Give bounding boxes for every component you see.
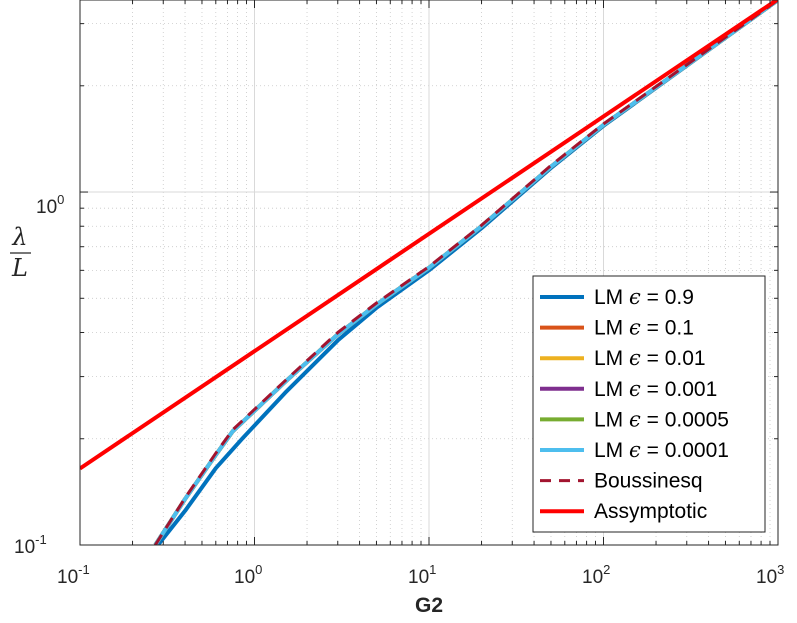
legend-label-7: Assymptotic bbox=[594, 500, 707, 523]
legend-box bbox=[532, 275, 766, 533]
y-axis-label-numerator: λ bbox=[11, 223, 27, 251]
legend-label-3: LM ϵ = 0.001 bbox=[594, 377, 717, 401]
legend-label-4: LM ϵ = 0.0005 bbox=[594, 407, 729, 431]
legend-label-6: Boussinesq bbox=[594, 470, 703, 493]
x-tick-label: 10-1 bbox=[57, 562, 90, 588]
y-tick-label: 100 bbox=[36, 192, 64, 218]
x-tick-label: 102 bbox=[582, 562, 610, 588]
legend-label-5: LM ϵ = 0.0001 bbox=[594, 438, 729, 462]
legend: LM ϵ = 0.9 LM ϵ = 0.1 LM ϵ = 0.01 LM ϵ = 0.… bbox=[532, 275, 766, 533]
x-tick-label: 103 bbox=[756, 562, 784, 588]
x-tick-label: 101 bbox=[408, 562, 436, 588]
ticks-layer bbox=[79, 0, 778, 546]
y-axis-label: λ L bbox=[10, 223, 31, 282]
legend-label-1: LM ϵ = 0.1 bbox=[594, 316, 694, 340]
legend-label-0: LM ϵ = 0.9 bbox=[594, 285, 694, 309]
series-layer bbox=[80, 0, 778, 545]
series-line-6 bbox=[154, 0, 778, 545]
x-axis-label: G2 bbox=[415, 594, 443, 617]
y-axis-label-denominator: L bbox=[11, 254, 28, 282]
series-line-7 bbox=[80, 0, 778, 471]
y-tick-label: 10-1 bbox=[14, 532, 47, 558]
legend-label-2: LM ϵ = 0.01 bbox=[594, 346, 706, 370]
x-tick-label: 100 bbox=[234, 562, 262, 588]
